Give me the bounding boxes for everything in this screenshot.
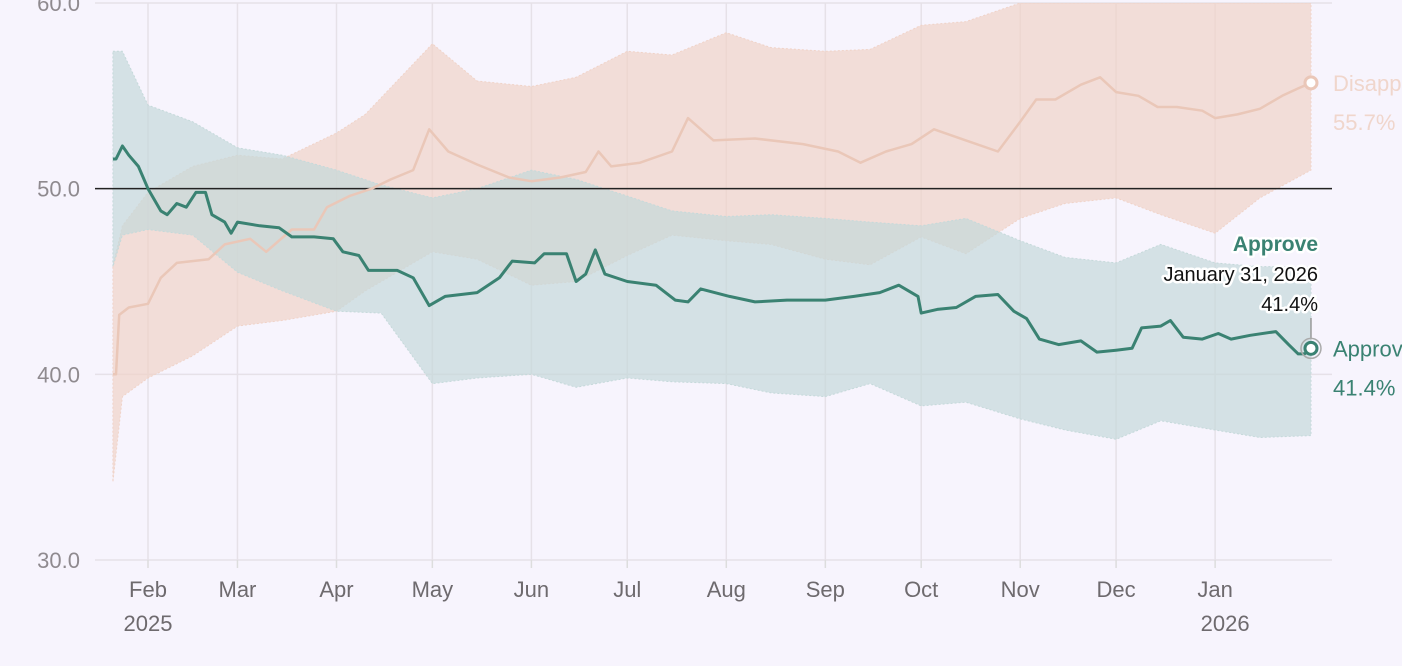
y-tick-label: 50.0 bbox=[37, 177, 80, 202]
x-axis: Feb 2025 Mar Apr May Jun Jul Aug Sep Oct Nov Dec Jan… bbox=[124, 577, 1250, 636]
x-tick-year: 2025 bbox=[124, 611, 173, 636]
tooltip-series: Approve bbox=[1233, 233, 1318, 256]
disapprove-line bbox=[112, 76, 1312, 376]
y-tick-label: 30.0 bbox=[37, 548, 80, 573]
approve-end-marker bbox=[1303, 340, 1319, 356]
x-tick-label: Nov bbox=[1001, 577, 1040, 602]
disapprove-end-label-value: 55.7% bbox=[1333, 110, 1395, 135]
tooltip-value: 41.4% bbox=[1261, 294, 1318, 316]
x-tick-label: Mar bbox=[219, 577, 257, 602]
x-tick-year: 2026 bbox=[1201, 611, 1250, 636]
tooltip-date: January 31, 2026 bbox=[1163, 264, 1318, 286]
y-axis: 30.0 40.0 50.0 60.0 bbox=[37, 0, 80, 573]
approve-end-label-name: Approve bbox=[1333, 336, 1402, 361]
x-tick-label: Feb bbox=[129, 577, 167, 602]
x-tick-label: Jul bbox=[613, 577, 641, 602]
approve-line bbox=[112, 144, 1312, 356]
y-tick-label: 40.0 bbox=[37, 362, 80, 387]
confidence-bands bbox=[112, 3, 1312, 483]
x-tick-label: Jun bbox=[514, 577, 549, 602]
x-tick-label: Sep bbox=[806, 577, 845, 602]
series-lines bbox=[112, 75, 1322, 376]
disapprove-end-marker bbox=[1303, 75, 1319, 91]
x-tick-label: Oct bbox=[904, 577, 938, 602]
approve-band bbox=[112, 50, 1312, 440]
hover-ring bbox=[1300, 337, 1322, 360]
series-end-labels: Disapprove 55.7% Approve 41.4% bbox=[1333, 71, 1402, 401]
x-tick-label: Jan bbox=[1197, 577, 1232, 602]
x-tick-label: Aug bbox=[707, 577, 746, 602]
y-tick-label: 60.0 bbox=[37, 0, 80, 16]
disapprove-end-label-name: Disapprove bbox=[1333, 71, 1402, 96]
approve-end-label-value: 41.4% bbox=[1333, 375, 1395, 400]
x-tick-label: Apr bbox=[319, 577, 353, 602]
x-tick-label: May bbox=[412, 577, 454, 602]
x-tick-label: Dec bbox=[1097, 577, 1136, 602]
tooltip: Approve January 31, 2026 41.4% bbox=[1161, 231, 1321, 319]
